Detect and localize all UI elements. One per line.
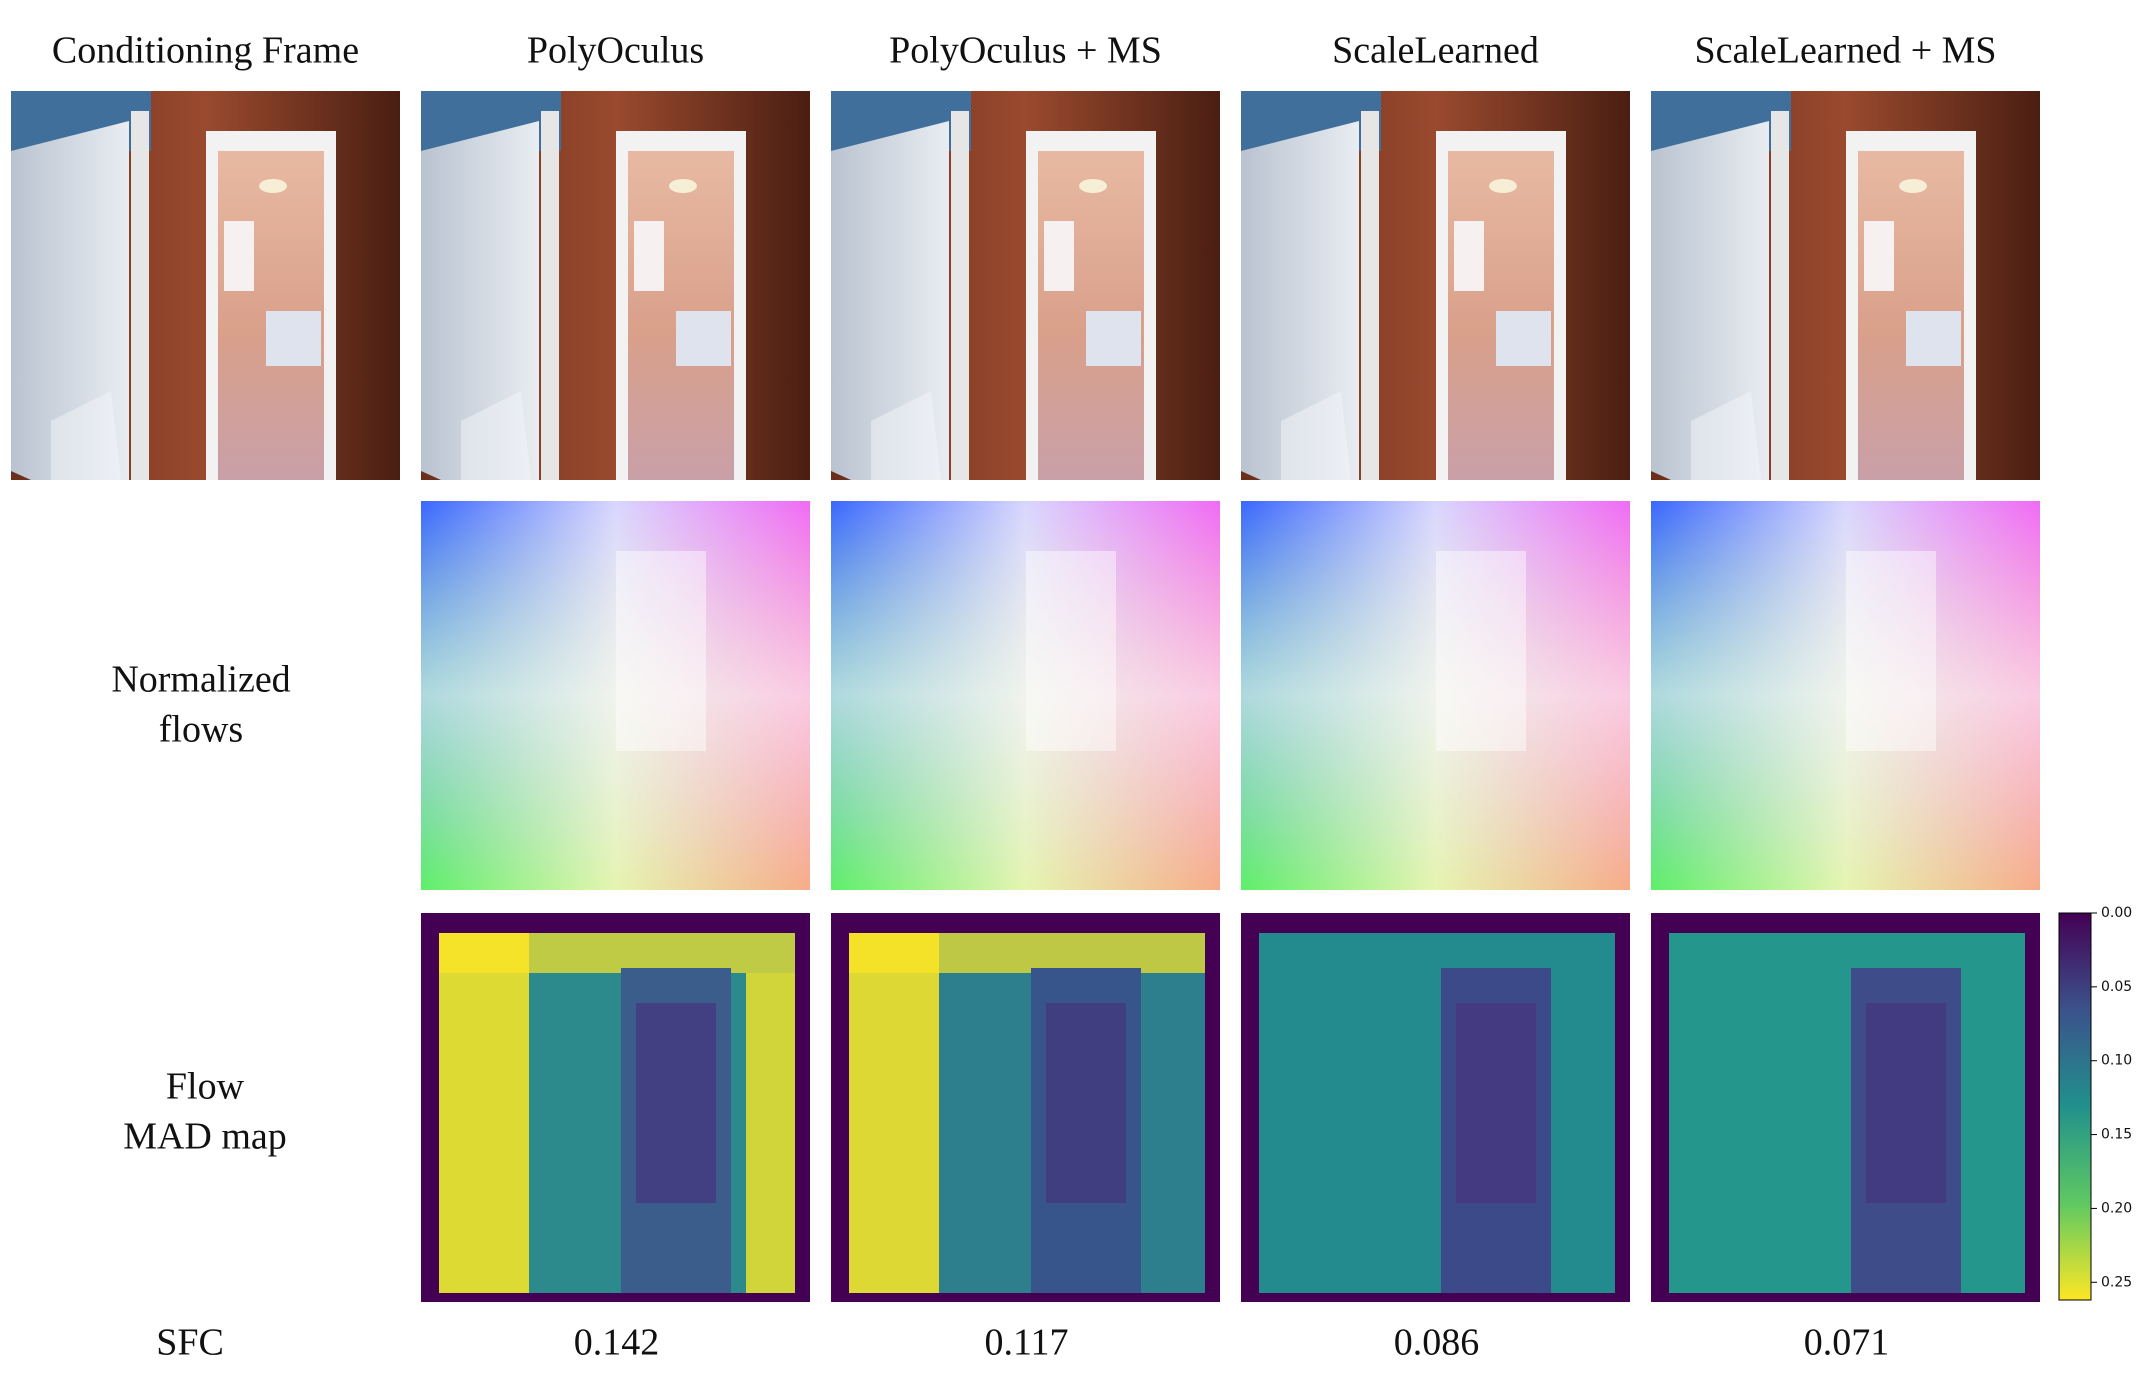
column-header: PolyOculus [527,30,704,72]
colorbar [2058,912,2092,1301]
mad-lowest [636,1003,716,1203]
door [831,121,949,480]
row-label: Normalized [111,659,290,701]
colorbar-tick-label: 0.15 [2101,1127,2132,1143]
mad-panel [421,913,810,1302]
mad-high [439,933,529,1293]
flow-door [1026,551,1116,751]
door-frame-left [1361,111,1379,480]
row-label: Flow [166,1066,245,1108]
floor-light [461,391,531,480]
mad-high [849,933,939,1293]
window [224,221,254,291]
flow-door [616,551,706,751]
colorbar-tick-label: 0.25 [2101,1274,2132,1290]
flow-panel [1651,501,2040,890]
flow-light [831,501,1220,890]
lamp [1079,179,1107,193]
floor-light [871,391,941,480]
flow-light [421,501,810,890]
photo [421,91,810,480]
mad-high [746,973,795,1293]
colorbar-tick-label: 0.00 [2101,905,2132,921]
window [1454,221,1484,291]
sfc-value: 0.117 [984,1322,1068,1364]
flow-light [1651,501,2040,890]
flow-panel [421,501,810,890]
bed [1086,311,1141,366]
photo [1651,91,2040,480]
lamp [669,179,697,193]
mad-panel [831,913,1220,1302]
window [1044,221,1074,291]
flow-panel [1241,501,1630,890]
bed [676,311,731,366]
colorbar-tick-label: 0.05 [2101,979,2132,995]
door-frame-left [131,111,149,480]
sfc-label: SFC [156,1322,224,1364]
row-label: MAD map [123,1116,287,1158]
flow-panel [831,501,1220,890]
row-label: flows [159,709,243,751]
door-frame-left [541,111,559,480]
mad-high [849,933,1205,973]
mad-lowest [1866,1003,1946,1203]
bed [1496,311,1551,366]
flow-light [1241,501,1630,890]
bed [266,311,321,366]
door [11,121,129,480]
lamp [1489,179,1517,193]
flow-door [1846,551,1936,751]
door [421,121,539,480]
column-header: ScaleLearned [1332,30,1539,72]
column-header: ScaleLearned + MS [1694,30,1996,72]
door [1241,121,1359,480]
floor-light [1691,391,1761,480]
floor-light [51,391,121,480]
flow-door [1436,551,1526,751]
photo [11,91,400,480]
column-header: Conditioning Frame [52,30,359,72]
mad-field [1259,933,1615,1293]
door-frame-left [1771,111,1789,480]
mad-field [1669,933,2025,1293]
window [1864,221,1894,291]
door-frame-left [951,111,969,480]
lamp [259,179,287,193]
colorbar-tick-label: 0.20 [2101,1200,2132,1216]
sfc-value: 0.086 [1394,1322,1480,1364]
mad-panel [1241,913,1630,1302]
colorbar-tick-label: 0.10 [2101,1053,2132,1069]
door [1651,121,1769,480]
mad-panel [1651,913,2040,1302]
sfc-value: 0.071 [1804,1322,1890,1364]
photo [1241,91,1630,480]
floor-light [1281,391,1351,480]
mad-lowest [1046,1003,1126,1203]
bed [1906,311,1961,366]
column-header: PolyOculus + MS [889,30,1162,72]
mad-high [439,933,795,973]
sfc-value: 0.142 [574,1322,660,1364]
window [634,221,664,291]
mad-lowest [1456,1003,1536,1203]
photo [831,91,1220,480]
lamp [1899,179,1927,193]
